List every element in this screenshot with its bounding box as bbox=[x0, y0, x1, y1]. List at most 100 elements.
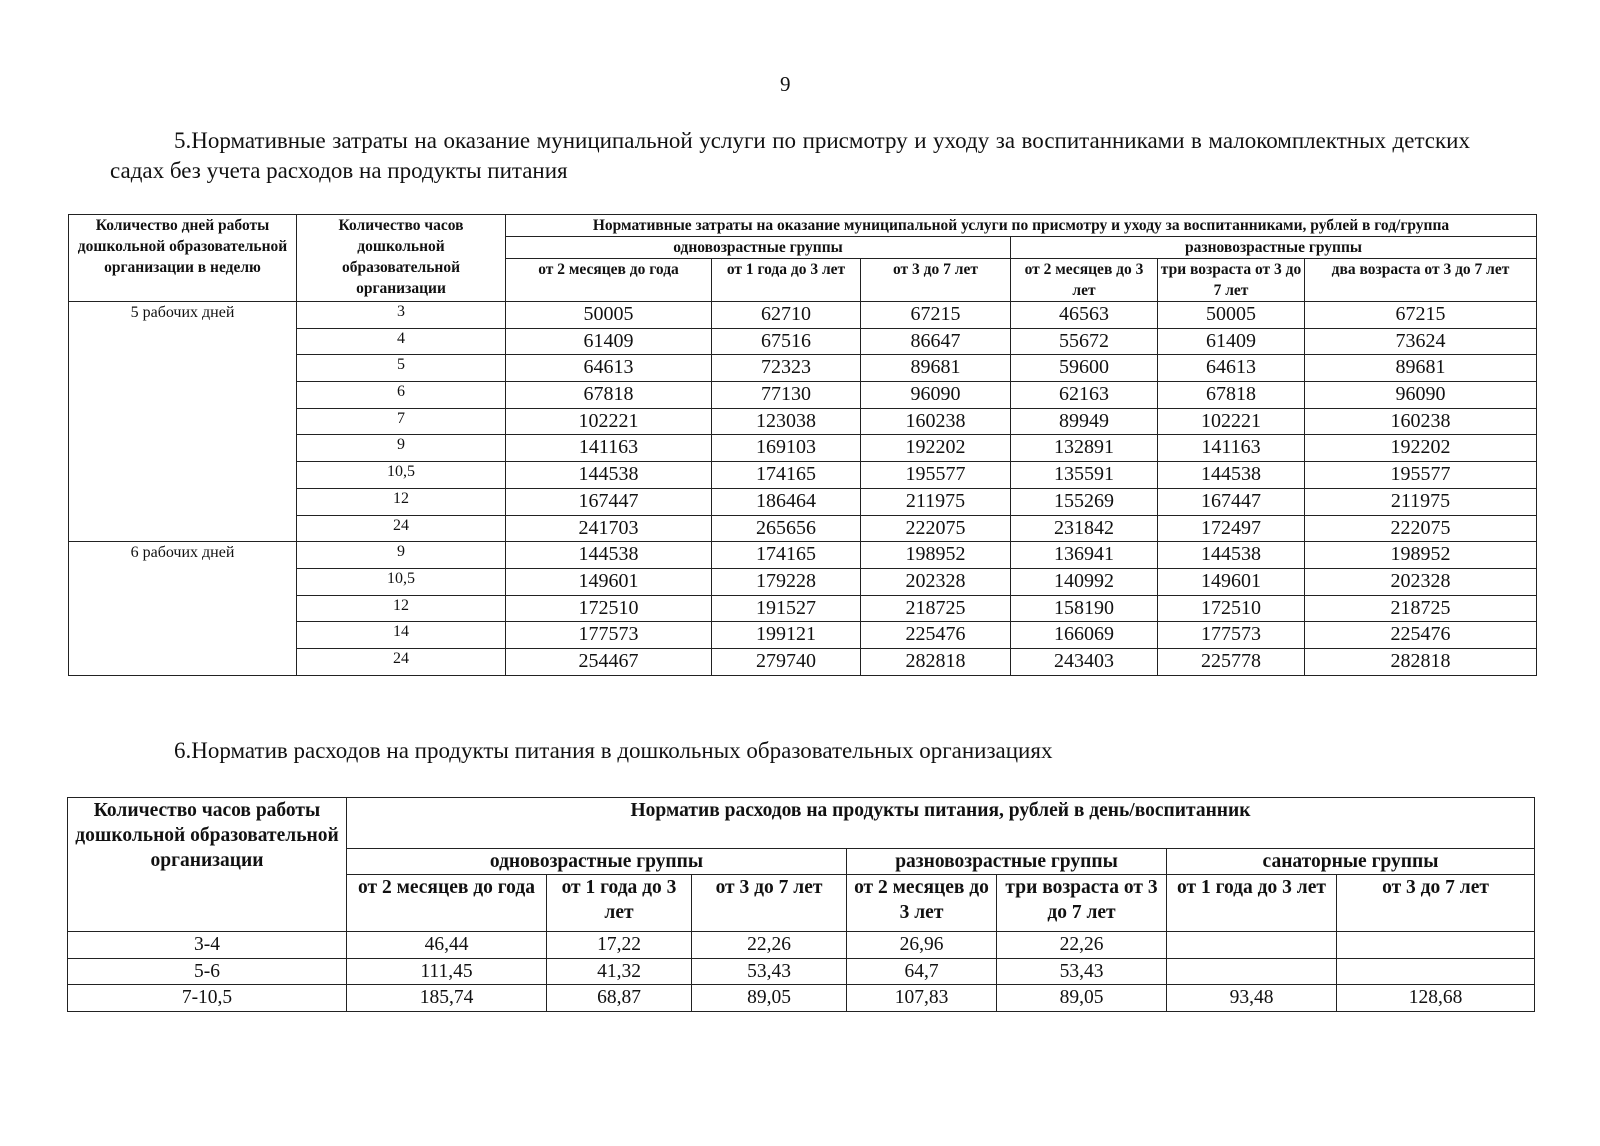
header-mixed-age-groups: разновозрастные группы bbox=[1009, 236, 1538, 259]
hours-cell: 12 bbox=[296, 487, 506, 516]
value-cell: 26,96 bbox=[846, 931, 997, 959]
value-cell: 136941 bbox=[1010, 541, 1158, 569]
subheader-3: от 2 месяцев до 3 лет bbox=[846, 874, 997, 932]
value-cell: 254467 bbox=[505, 647, 712, 676]
header-single-age-groups: одновозрастные группы bbox=[346, 848, 847, 875]
hours-cell: 24 bbox=[296, 514, 506, 543]
value-cell: 64,7 bbox=[846, 957, 997, 985]
hours-cell: 5-6 bbox=[67, 957, 347, 985]
value-cell: 141163 bbox=[1157, 434, 1305, 463]
subheader-2: от 3 до 7 лет bbox=[860, 258, 1011, 302]
table-row: 9 141163 169103 192202 132891 141163 192202 bbox=[69, 434, 1538, 463]
value-cell: 149601 bbox=[1157, 567, 1305, 596]
value-cell: 62163 bbox=[1010, 381, 1158, 409]
value-cell: 160238 bbox=[860, 407, 1011, 436]
hours-cell: 7-10,5 bbox=[67, 984, 347, 1012]
value-cell: 46563 bbox=[1010, 301, 1158, 329]
value-cell: 144538 bbox=[505, 461, 712, 489]
value-cell: 211975 bbox=[1303, 487, 1538, 516]
hours-cell: 7 bbox=[296, 407, 506, 436]
value-cell: 243403 bbox=[1010, 647, 1158, 676]
table-row: 12 167447 186464 211975 155269 167447 211975 bbox=[69, 487, 1538, 516]
value-cell: 77130 bbox=[711, 381, 861, 409]
hours-cell: 3-4 bbox=[67, 931, 347, 959]
value-cell: 185,74 bbox=[346, 984, 547, 1012]
value-cell: 177573 bbox=[505, 621, 712, 649]
value-cell: 169103 bbox=[711, 434, 861, 463]
value-cell: 231842 bbox=[1010, 514, 1158, 543]
subheader-1: от 1 года до 3 лет bbox=[711, 258, 861, 302]
value-cell: 195577 bbox=[860, 461, 1011, 489]
value-cell: 198952 bbox=[860, 541, 1011, 569]
table-row: 5 64613 72323 89681 59600 64613 89681 bbox=[69, 354, 1538, 383]
table-row: 24 241703 265656 222075 231842 172497 222075 bbox=[69, 514, 1538, 543]
value-cell: 89681 bbox=[860, 354, 1011, 383]
value-cell: 89949 bbox=[1010, 407, 1158, 436]
value-cell: 50005 bbox=[1157, 301, 1305, 329]
table-row: 4 61409 67516 86647 55672 61409 73624 bbox=[69, 327, 1538, 356]
value-cell: 132891 bbox=[1010, 434, 1158, 463]
table-row: 14 177573 199121 225476 166069 177573 225476 bbox=[69, 621, 1538, 649]
table-row: 6 рабочих дней 9 144538 174165 198952 136941 1… bbox=[68, 541, 1538, 676]
hours-cell: 12 bbox=[296, 594, 506, 623]
hours-cell: 14 bbox=[296, 621, 506, 649]
table-row: 10,5 144538 174165 195577 135591 144538 195577 bbox=[69, 461, 1538, 489]
value-cell: 111,45 bbox=[346, 957, 547, 985]
value-cell: 59600 bbox=[1010, 354, 1158, 383]
subheader-0: от 2 месяцев до года bbox=[346, 874, 547, 932]
header-hours: Количество часов работы дошкольной образ… bbox=[67, 797, 347, 932]
value-cell bbox=[1166, 931, 1337, 959]
table-row: 6 67818 77130 96090 62163 67818 96090 bbox=[69, 381, 1538, 409]
value-cell: 177573 bbox=[1157, 621, 1305, 649]
value-cell: 50005 bbox=[505, 301, 712, 329]
header-hours: Количество часов дошкольной образователь… bbox=[296, 214, 506, 302]
table-row: 5 рабочих дней 3 50005 62710 67215 46563 50005… bbox=[68, 300, 1538, 543]
value-cell: 225778 bbox=[1157, 647, 1305, 676]
value-cell bbox=[1166, 957, 1337, 985]
food-costs-table: Количество часов работы дошкольной образ… bbox=[67, 797, 1536, 1012]
value-cell: 144538 bbox=[1157, 461, 1305, 489]
value-cell: 64613 bbox=[505, 354, 712, 383]
value-cell: 67215 bbox=[1303, 301, 1538, 329]
value-cell: 222075 bbox=[1303, 514, 1538, 543]
value-cell: 22,26 bbox=[691, 931, 847, 959]
subheader-2: от 3 до 7 лет bbox=[691, 874, 847, 932]
value-cell: 198952 bbox=[1303, 541, 1538, 569]
table-row: 3-4 46,44 17,22 22,26 26,96 22,26 bbox=[67, 931, 1536, 959]
value-cell: 192202 bbox=[860, 434, 1011, 463]
section-6-heading: 6.Норматив расходов на продукты питания … bbox=[174, 738, 1053, 763]
value-cell: 67818 bbox=[505, 381, 712, 409]
value-cell: 123038 bbox=[711, 407, 861, 436]
hours-cell: 4 bbox=[296, 327, 506, 356]
hours-cell: 24 bbox=[296, 647, 506, 676]
value-cell: 149601 bbox=[505, 567, 712, 596]
value-cell bbox=[1335, 957, 1536, 985]
value-cell: 167447 bbox=[505, 487, 712, 516]
value-cell: 166069 bbox=[1010, 621, 1158, 649]
table-row: 7-10,5 185,74 68,87 89,05 107,83 89,05 93,48 12… bbox=[67, 984, 1536, 1012]
value-cell: 199121 bbox=[711, 621, 861, 649]
hours-cell: 9 bbox=[296, 434, 506, 463]
value-cell: 67215 bbox=[860, 301, 1011, 329]
section-5-heading: 5.Нормативные затраты на оказание муници… bbox=[110, 126, 1470, 186]
value-cell: 155269 bbox=[1010, 487, 1158, 516]
table-row: 5-6 111,45 41,32 53,43 64,7 53,43 bbox=[67, 957, 1536, 985]
value-cell: 61409 bbox=[1157, 327, 1305, 356]
page-number: 9 bbox=[780, 72, 791, 96]
header-mixed-age-groups: разновозрастные группы bbox=[846, 848, 1167, 875]
value-cell: 172510 bbox=[1157, 594, 1305, 623]
value-cell: 41,32 bbox=[546, 957, 692, 985]
value-cell: 107,83 bbox=[846, 984, 997, 1012]
value-cell: 167447 bbox=[1157, 487, 1305, 516]
value-cell: 89,05 bbox=[691, 984, 847, 1012]
hours-cell: 3 bbox=[296, 301, 506, 329]
value-cell: 72323 bbox=[711, 354, 861, 383]
value-cell: 225476 bbox=[860, 621, 1011, 649]
days-cell: 5 рабочих дней bbox=[68, 300, 297, 543]
value-cell: 128,68 bbox=[1335, 984, 1536, 1012]
value-cell: 222075 bbox=[860, 514, 1011, 543]
value-cell: 62710 bbox=[711, 301, 861, 329]
subheader-3: от 2 месяцев до 3 лет bbox=[1010, 258, 1158, 302]
value-cell: 195577 bbox=[1303, 461, 1538, 489]
section-5-heading-text: 5.Нормативные затраты на оказание муници… bbox=[110, 128, 1470, 183]
